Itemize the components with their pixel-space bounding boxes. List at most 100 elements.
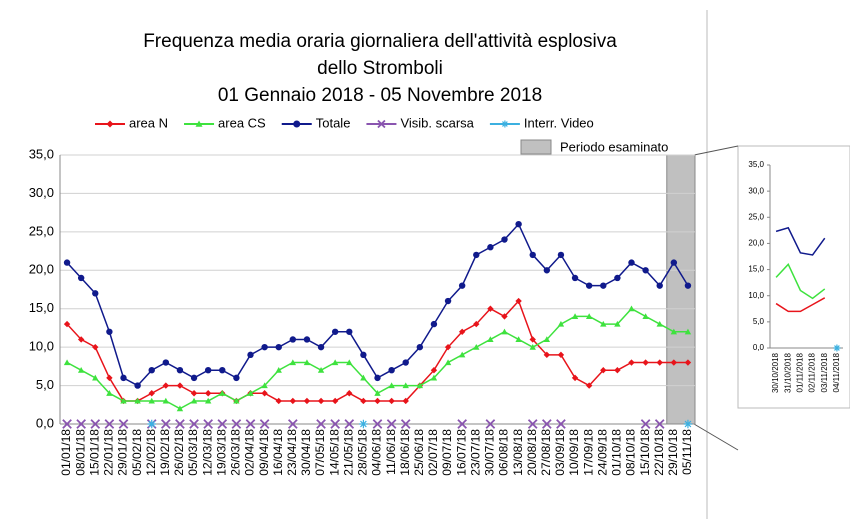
x-tick-label: 31/10/2018 <box>783 352 792 393</box>
marker <box>642 267 649 274</box>
marker <box>118 419 129 429</box>
marker <box>487 305 494 312</box>
x-tick-label: 19/03/18 <box>214 429 228 476</box>
marker <box>120 397 127 404</box>
x-tick-label: 15/10/18 <box>638 429 652 476</box>
x-tick-label: 30/07/18 <box>483 429 497 476</box>
x-tick-label: 03/09/18 <box>553 429 567 476</box>
y-tick-label: 30,0 <box>748 186 764 195</box>
marker <box>430 367 438 374</box>
marker <box>261 390 268 397</box>
marker <box>833 344 841 352</box>
marker <box>147 419 156 429</box>
x-tick-label: 30/04/18 <box>299 429 313 476</box>
marker <box>204 367 212 374</box>
marker <box>458 351 466 358</box>
marker <box>346 359 353 366</box>
marker <box>331 359 339 366</box>
legend-label: Interr. Video <box>524 115 594 130</box>
marker <box>190 390 198 397</box>
marker <box>346 390 353 397</box>
marker <box>316 419 326 429</box>
y-tick-label: 10,0 <box>748 291 764 300</box>
chart-title: Frequenza media oraria giornaliera dell'… <box>143 31 617 52</box>
marker <box>217 419 228 429</box>
y-tick-label: 20,0 <box>748 239 764 248</box>
marker <box>92 343 99 351</box>
marker <box>162 397 170 404</box>
marker <box>106 390 113 396</box>
marker <box>670 328 678 335</box>
y-tick-label: 5,0 <box>36 377 54 392</box>
x-tick-label: 04/06/18 <box>370 429 384 476</box>
y-tick-label: 25,0 <box>748 212 764 221</box>
marker <box>485 419 496 429</box>
marker <box>275 343 282 351</box>
marker <box>148 397 155 404</box>
marker <box>62 419 72 429</box>
marker <box>473 251 480 259</box>
marker <box>557 351 565 359</box>
marker <box>487 244 494 251</box>
marker <box>556 419 566 429</box>
marker <box>557 320 565 327</box>
y-tick-label: 25,0 <box>29 223 54 238</box>
marker <box>77 367 85 373</box>
x-tick-label: 26/02/18 <box>172 429 186 476</box>
marker <box>529 343 536 350</box>
marker <box>204 397 212 404</box>
marker <box>656 359 663 366</box>
marker <box>346 328 353 335</box>
x-tick-label: 22/01/18 <box>102 429 116 476</box>
x-tick-label: 23/04/18 <box>285 429 299 476</box>
x-tick-label: 30/10/2018 <box>771 352 780 393</box>
marker <box>670 359 678 366</box>
marker <box>571 374 579 382</box>
marker <box>541 419 552 429</box>
marker <box>600 367 607 374</box>
x-tick-label: 16/07/18 <box>454 429 468 476</box>
marker <box>148 367 155 374</box>
marker <box>148 390 155 397</box>
marker <box>359 419 368 429</box>
x-tick-label: 24/09/18 <box>595 429 609 476</box>
legend-label: area N <box>129 115 168 130</box>
marker <box>317 397 325 405</box>
marker <box>501 328 508 335</box>
annotation-swatch <box>520 139 552 155</box>
marker <box>247 390 254 396</box>
x-tick-label: 11/06/18 <box>384 429 398 475</box>
marker <box>458 328 466 335</box>
marker <box>628 259 635 266</box>
marker <box>501 236 508 243</box>
marker <box>402 382 409 389</box>
x-tick-label: 02/04/18 <box>243 429 257 476</box>
marker <box>656 320 663 327</box>
marker <box>261 382 268 389</box>
marker <box>303 336 311 343</box>
marker <box>585 382 593 389</box>
marker <box>614 367 621 374</box>
marker <box>134 397 141 404</box>
marker <box>219 367 226 374</box>
marker <box>487 336 494 343</box>
y-tick-label: 35,0 <box>29 146 54 161</box>
marker <box>444 343 452 351</box>
x-tick-label: 05/02/18 <box>130 429 144 476</box>
x-tick-label: 04/11/2018 <box>832 352 841 392</box>
x-tick-label: 20/08/18 <box>525 429 539 476</box>
marker <box>527 419 538 429</box>
x-tick-label: 01/01/18 <box>59 429 73 476</box>
x-tick-label: 06/08/18 <box>497 429 511 476</box>
y-tick-label: 30,0 <box>29 185 54 200</box>
legend-marker <box>377 119 386 129</box>
x-tick-label: 01/10/18 <box>610 429 624 476</box>
x-tick-label: 10/09/18 <box>567 429 581 476</box>
marker <box>372 419 383 429</box>
marker <box>543 267 551 274</box>
marker <box>600 320 607 327</box>
x-tick-label: 15/01/18 <box>87 429 101 476</box>
marker <box>77 336 85 343</box>
marker <box>360 397 367 405</box>
marker <box>684 328 692 335</box>
